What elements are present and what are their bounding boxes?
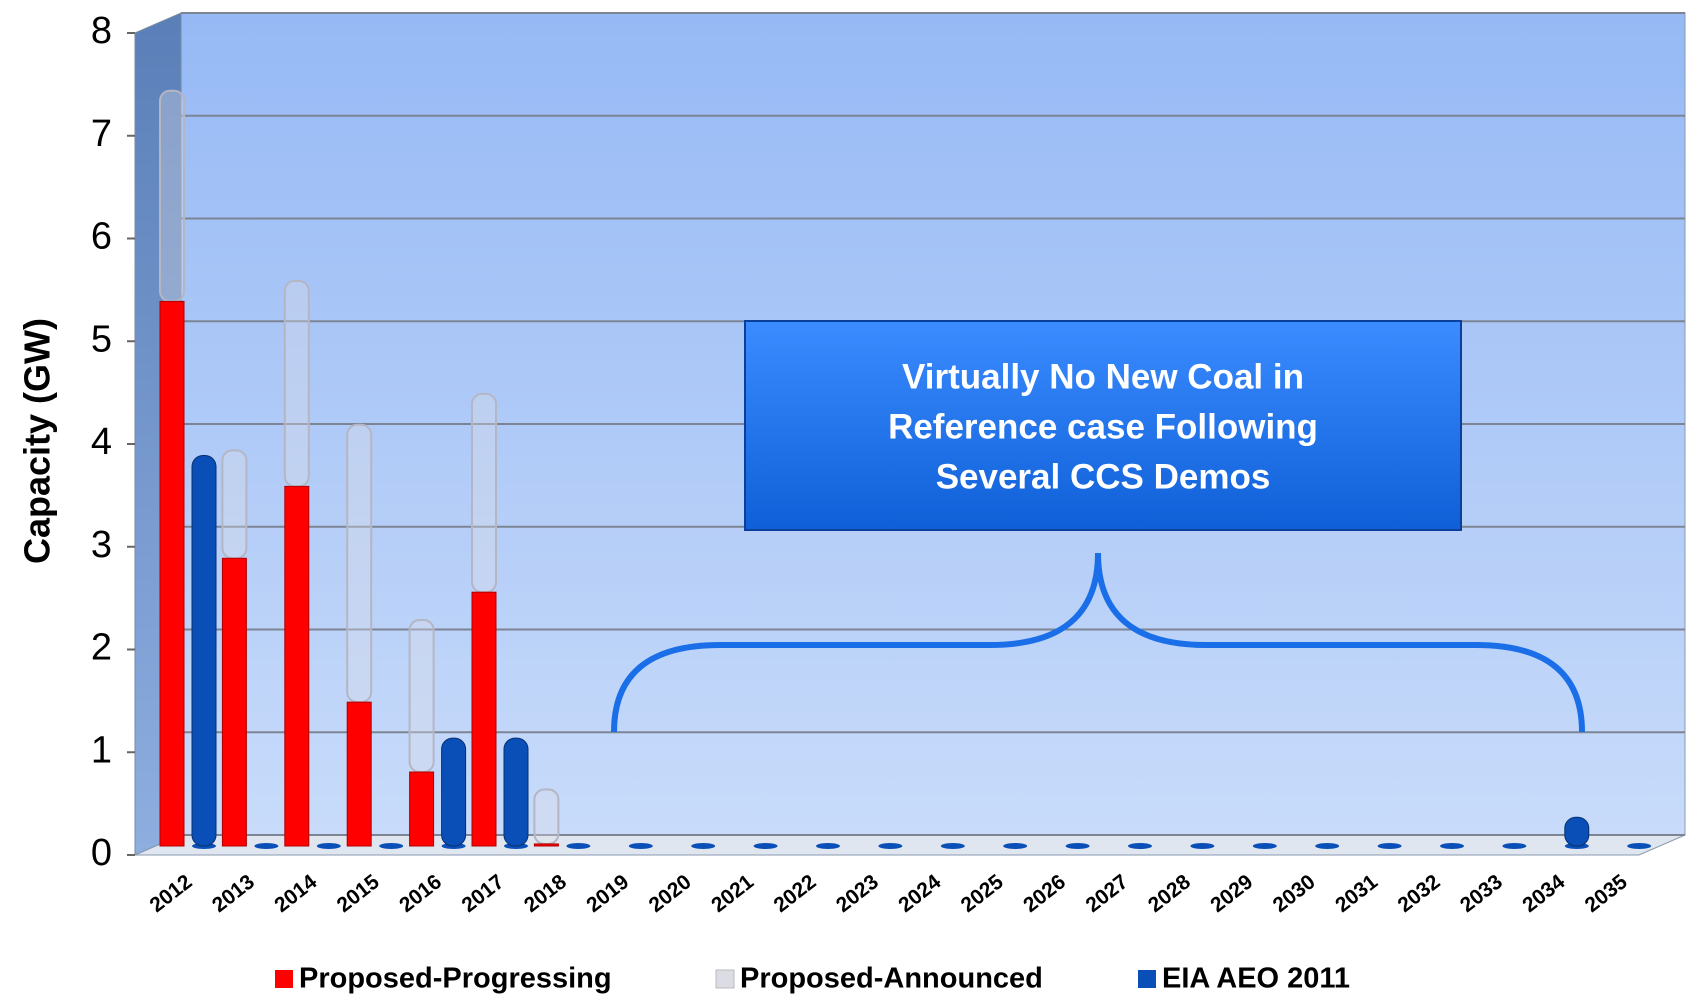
bar-base: [566, 843, 591, 849]
bar: [159, 89, 185, 303]
x-tick-label: 2027: [1082, 870, 1133, 917]
bar-base: [1377, 843, 1402, 849]
bar-base: [940, 843, 965, 849]
bar-base: [1065, 843, 1090, 849]
legend-swatch: [715, 969, 735, 989]
x-tick-label: 2035: [1581, 870, 1632, 917]
x-tick-label: 2017: [458, 870, 509, 917]
bar: [533, 788, 560, 845]
legend-swatch: [275, 970, 293, 988]
x-tick-label: 2031: [1331, 870, 1382, 917]
bar: [441, 737, 467, 847]
bar-base: [254, 843, 279, 849]
y-tick-label: 1: [91, 729, 112, 771]
bar: [221, 449, 248, 560]
annotation-text: Virtually No New Coal in: [902, 357, 1304, 396]
bar: [191, 455, 217, 847]
bar-base: [1252, 843, 1277, 849]
x-tick-label: 2029: [1206, 870, 1257, 917]
x-tick-label: 2021: [707, 870, 758, 917]
bar: [284, 485, 310, 847]
bar: [283, 279, 310, 488]
y-tick-label: 8: [91, 10, 112, 52]
bar: [408, 618, 435, 774]
legend-swatch: [1138, 970, 1156, 988]
bar-base: [316, 843, 341, 849]
bar: [221, 557, 247, 847]
annotation-text: Several CCS Demos: [936, 457, 1271, 496]
legend-label: EIA AEO 2011: [1162, 963, 1350, 995]
y-tick-label: 5: [91, 318, 112, 360]
bar-base: [1315, 843, 1340, 849]
x-tick-label: 2020: [645, 870, 696, 917]
x-tick-label: 2026: [1019, 870, 1070, 917]
y-tick-label: 3: [91, 524, 112, 566]
bar-base: [1190, 843, 1215, 849]
bar: [471, 392, 497, 594]
bar: [409, 771, 435, 847]
x-tick-label: 2028: [1144, 870, 1195, 917]
legend-label: Proposed-Progressing: [299, 963, 612, 995]
bar-base: [753, 843, 778, 849]
x-tick-label: 2033: [1456, 870, 1507, 917]
y-tick-label: 6: [91, 216, 112, 258]
bar: [471, 591, 497, 847]
x-tick-label: 2019: [582, 870, 633, 917]
bar: [1564, 816, 1590, 847]
x-tick-label: 2012: [146, 870, 197, 917]
x-tick-label: 2030: [1269, 870, 1320, 917]
y-axis-label: Capacity (GW): [17, 318, 58, 564]
bar-base: [1003, 843, 1028, 849]
x-tick-label: 2014: [270, 870, 321, 917]
bar-base: [691, 843, 716, 849]
bar: [159, 300, 185, 847]
bar-base: [1440, 843, 1464, 849]
x-tick-label: 2034: [1518, 870, 1569, 917]
bar: [346, 423, 373, 704]
bar-base: [816, 843, 840, 849]
x-tick-label: 2032: [1394, 870, 1445, 917]
bar-base: [878, 843, 903, 849]
bar-base: [1128, 843, 1152, 849]
x-tick-label: 2025: [957, 870, 1008, 917]
y-tick-label: 2: [91, 627, 112, 669]
bar-base: [1627, 843, 1652, 849]
y-tick-label: 7: [91, 113, 112, 155]
x-tick-label: 2024: [894, 870, 945, 917]
bar: [346, 701, 372, 847]
brace: [611, 552, 1585, 733]
y-tick-label: 4: [91, 421, 112, 463]
x-tick-label: 2013: [208, 870, 259, 917]
bar: [503, 737, 529, 847]
bar: [533, 843, 559, 847]
y-tick-label: 0: [91, 832, 112, 874]
x-tick-label: 2015: [333, 870, 384, 917]
legend-label: Proposed-Announced: [740, 963, 1043, 995]
x-tick-label: 2023: [832, 870, 883, 917]
x-tick-label: 2018: [520, 870, 571, 917]
bar-base: [628, 843, 653, 849]
annotation-box: [744, 320, 1462, 531]
x-tick-label: 2022: [770, 870, 821, 917]
annotation-text: Reference case Following: [888, 407, 1318, 446]
bar-base: [1502, 843, 1527, 849]
x-tick-label: 2016: [395, 870, 446, 917]
bar-base: [379, 843, 404, 849]
